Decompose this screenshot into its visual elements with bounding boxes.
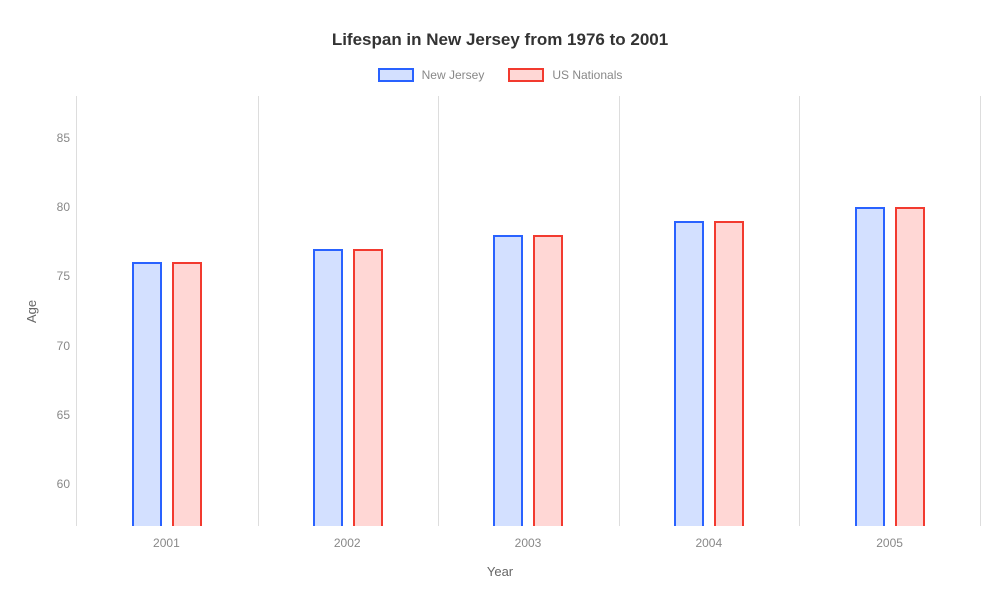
y-tick: 70	[57, 340, 70, 352]
y-axis-label: Age	[20, 96, 42, 526]
plot-outer: Age 85 80 75 70 65 60	[20, 96, 980, 526]
legend-label: US Nationals	[552, 68, 622, 82]
legend-item: US Nationals	[508, 68, 622, 82]
x-axis: 20012002200320042005	[76, 536, 980, 550]
chart-container: Lifespan in New Jersey from 1976 to 2001…	[0, 0, 1000, 600]
bar	[714, 221, 744, 526]
grid-line	[980, 96, 981, 526]
legend-item: New Jersey	[378, 68, 485, 82]
plot-area	[76, 96, 980, 526]
bar	[855, 207, 885, 526]
bar	[132, 262, 162, 526]
chart-title: Lifespan in New Jersey from 1976 to 2001	[20, 30, 980, 50]
legend-swatch	[508, 68, 544, 82]
x-tick: 2004	[618, 536, 799, 550]
x-tick: 2003	[438, 536, 619, 550]
bar	[353, 249, 383, 526]
legend-label: New Jersey	[422, 68, 485, 82]
bar	[172, 262, 202, 526]
bar-group	[438, 96, 619, 526]
bar	[674, 221, 704, 526]
bar	[895, 207, 925, 526]
legend-swatch	[378, 68, 414, 82]
bar	[313, 249, 343, 526]
legend: New Jersey US Nationals	[20, 68, 980, 82]
y-tick: 60	[57, 478, 70, 490]
bar	[493, 235, 523, 526]
x-tick: 2002	[257, 536, 438, 550]
bar	[533, 235, 563, 526]
y-tick: 65	[57, 409, 70, 421]
bar-group	[619, 96, 800, 526]
y-axis: 85 80 75 70 65 60	[42, 96, 76, 526]
bar-group	[77, 96, 258, 526]
y-tick: 75	[57, 270, 70, 282]
y-tick: 85	[57, 132, 70, 144]
y-tick: 80	[57, 201, 70, 213]
bar-group	[258, 96, 439, 526]
bar-group	[799, 96, 980, 526]
x-tick: 2005	[799, 536, 980, 550]
x-axis-label: Year	[20, 564, 980, 579]
x-tick: 2001	[76, 536, 257, 550]
